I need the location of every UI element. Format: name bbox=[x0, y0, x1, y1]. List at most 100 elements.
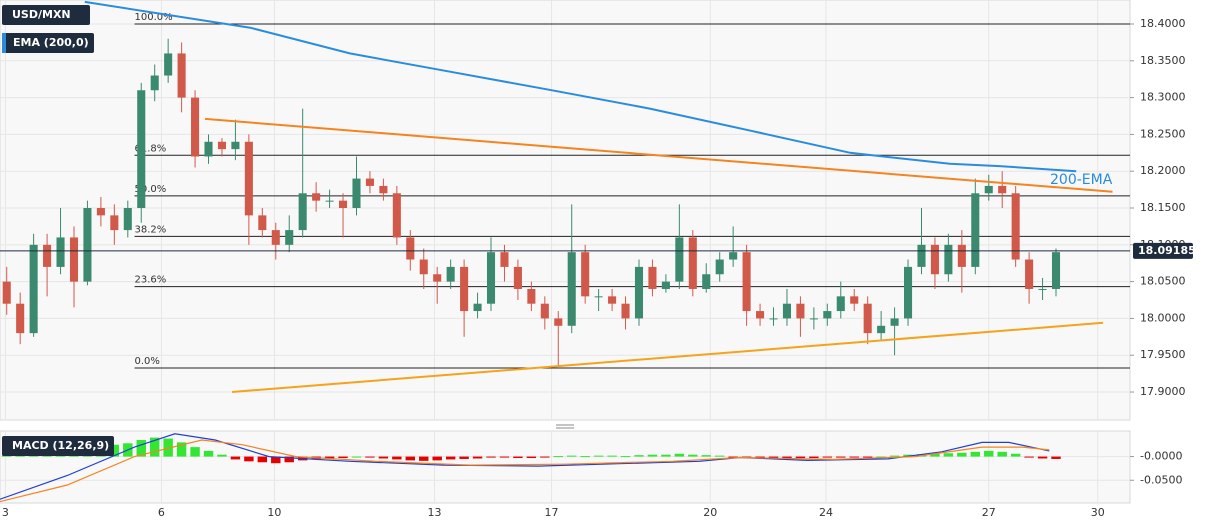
macd-histogram-bar bbox=[136, 440, 146, 457]
candle-body bbox=[29, 244, 38, 334]
x-tick-label: 13 bbox=[428, 506, 442, 519]
candle-body bbox=[782, 303, 791, 319]
macd-histogram-bar bbox=[257, 456, 268, 463]
y-tick-label: 18.3500 bbox=[1140, 54, 1186, 67]
fib-label: 0.0% bbox=[135, 356, 160, 367]
fib-label: 38.2% bbox=[135, 224, 167, 235]
macd-histogram-bar bbox=[445, 456, 456, 460]
candle-body bbox=[527, 288, 536, 304]
macd-histogram-bar bbox=[109, 444, 120, 457]
fib-label: 100.0% bbox=[135, 12, 173, 23]
macd-histogram-bar bbox=[419, 456, 429, 461]
macd-histogram-bar bbox=[943, 453, 954, 457]
macd-histogram-bar bbox=[1010, 453, 1021, 457]
macd-histogram-bar bbox=[149, 437, 160, 457]
macd-histogram-bar bbox=[701, 455, 711, 457]
macd-histogram-bar bbox=[230, 456, 241, 460]
candle-body bbox=[1011, 193, 1020, 260]
candle-body bbox=[16, 303, 25, 334]
macd-histogram-bar bbox=[365, 456, 375, 458]
panel-splitter[interactable] bbox=[556, 424, 574, 429]
candle-body bbox=[204, 141, 213, 157]
macd-histogram-bar bbox=[957, 452, 967, 457]
y-tick-label: 18.3000 bbox=[1140, 91, 1186, 104]
candle-body bbox=[756, 311, 765, 319]
macd-histogram-bar bbox=[970, 451, 981, 457]
macd-histogram-bar bbox=[661, 454, 671, 457]
candle-body bbox=[1038, 288, 1047, 290]
candle-body bbox=[339, 200, 348, 209]
y-tick-label: -0.0000 bbox=[1140, 450, 1182, 463]
macd-histogram-bar bbox=[688, 454, 698, 457]
macd-histogram-bar bbox=[338, 456, 348, 458]
macd-histogram-bar bbox=[634, 455, 644, 457]
candle-body bbox=[460, 266, 469, 312]
candle-body bbox=[890, 318, 899, 326]
macd-histogram-bar bbox=[1051, 456, 1061, 459]
macd-histogram-bar bbox=[244, 456, 254, 462]
x-tick-label: 24 bbox=[819, 506, 833, 519]
macd-histogram-bar bbox=[472, 456, 483, 459]
fib-label: 50.0% bbox=[135, 184, 167, 195]
candle-body bbox=[1051, 252, 1061, 289]
candle-body bbox=[984, 185, 993, 194]
grid bbox=[0, 0, 1130, 503]
candle-body bbox=[231, 141, 240, 150]
y-tick-label: 18.4000 bbox=[1140, 17, 1186, 30]
candle-body bbox=[446, 266, 455, 282]
candle-body bbox=[998, 185, 1007, 194]
candle-body bbox=[271, 230, 280, 245]
candle-body bbox=[473, 303, 482, 312]
candle-body bbox=[43, 244, 52, 267]
candle-body bbox=[634, 266, 644, 319]
candle-body bbox=[648, 266, 657, 289]
x-tick-label: 10 bbox=[267, 506, 281, 519]
candle-body bbox=[513, 266, 522, 289]
macd-histogram-bar bbox=[163, 438, 173, 457]
candle-body bbox=[486, 252, 496, 304]
macd-histogram-bar bbox=[324, 456, 335, 459]
candle-body bbox=[258, 215, 267, 231]
candle-body bbox=[863, 303, 872, 334]
candle-body bbox=[621, 303, 630, 319]
macd-histogram-bar bbox=[486, 456, 496, 458]
macd-histogram-bar bbox=[607, 455, 617, 457]
macd-histogram-bar bbox=[526, 456, 537, 458]
candle-body bbox=[365, 178, 374, 186]
macd-histogram-bar bbox=[795, 456, 806, 458]
macd-histogram-bar bbox=[190, 447, 200, 457]
y-tick-label: 17.9000 bbox=[1140, 385, 1186, 398]
macd-histogram-bar bbox=[620, 456, 631, 458]
macd-histogram-bar bbox=[351, 456, 362, 458]
macd-line bbox=[0, 433, 1050, 500]
macd-histogram-bar bbox=[203, 450, 214, 457]
indicator-label: EMA (200,0) bbox=[13, 36, 89, 49]
x-tick-label: 17 bbox=[545, 506, 559, 519]
macd-histogram-bar bbox=[862, 456, 873, 458]
marks: 100.0% 61.8% 50.0% 38.2% 23.6% 0.0% bbox=[0, 0, 1130, 503]
candle-body bbox=[769, 318, 778, 320]
candle-body bbox=[594, 296, 603, 298]
candle-body bbox=[392, 193, 401, 238]
macd-histogram-bar bbox=[580, 456, 590, 458]
candle-body bbox=[957, 244, 966, 267]
macd-histogram-bar bbox=[714, 455, 725, 457]
candle-body bbox=[298, 193, 307, 231]
candle-body bbox=[56, 237, 65, 267]
candle-body bbox=[191, 97, 200, 157]
candle-body bbox=[96, 208, 105, 216]
last-price-label: 18.09185 bbox=[1138, 244, 1196, 257]
macd-histogram-bar bbox=[271, 456, 281, 464]
macd-histogram-bar bbox=[647, 454, 658, 457]
candle-body bbox=[500, 252, 509, 267]
candle-body bbox=[325, 200, 334, 202]
candle-body bbox=[742, 252, 751, 312]
macd-histogram-bar bbox=[728, 456, 738, 458]
macd-histogram-bar bbox=[836, 456, 846, 458]
macd-histogram-bar bbox=[889, 455, 900, 457]
macd-histogram-bar bbox=[876, 456, 886, 458]
candle-body bbox=[352, 178, 361, 209]
macd-histogram-bar bbox=[930, 453, 940, 457]
symbol-box bbox=[2, 5, 90, 25]
macd-box bbox=[2, 436, 114, 456]
